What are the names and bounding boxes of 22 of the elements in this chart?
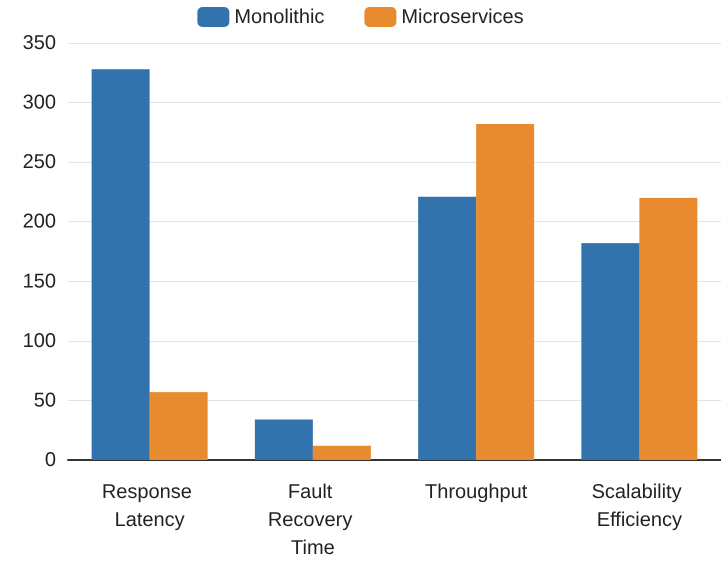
bar <box>150 392 208 460</box>
bar <box>581 243 640 460</box>
x-tick-label: Scalability Efficiency <box>592 481 688 531</box>
x-tick-label: Response Latency <box>102 481 198 531</box>
y-tick-label: 300 <box>22 92 56 114</box>
y-tick-label: 150 <box>22 270 56 292</box>
bar <box>92 69 150 460</box>
bar <box>639 198 698 460</box>
bar <box>418 196 476 460</box>
y-tick-label: 0 <box>44 449 56 471</box>
legend-label: Monolithic <box>234 6 324 28</box>
bar <box>476 124 534 460</box>
y-tick-label: 350 <box>22 32 56 54</box>
y-tick-label: 100 <box>22 330 56 352</box>
y-tick-label: 50 <box>34 389 56 412</box>
bar <box>254 419 313 460</box>
x-tick-label: Throughput <box>424 481 528 503</box>
y-tick-label: 200 <box>22 210 56 233</box>
x-tick-label: Fault Recovery Time <box>268 481 358 559</box>
legend-label: Microservices <box>401 6 524 28</box>
bar <box>312 446 371 460</box>
y-tick-label: 250 <box>22 151 56 174</box>
